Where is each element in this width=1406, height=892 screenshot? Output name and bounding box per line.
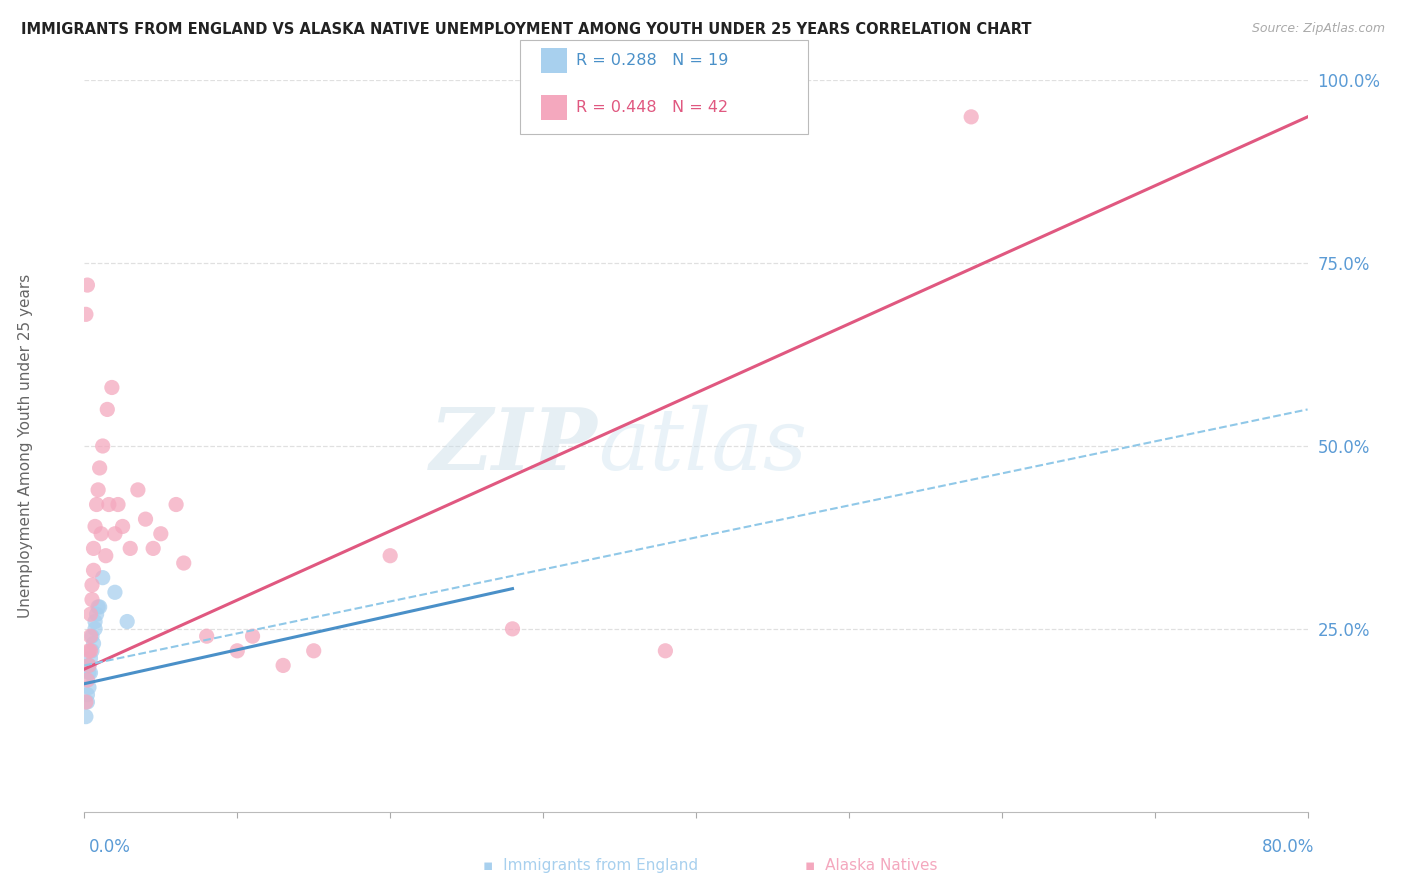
Point	[80, 578, 103, 592]
Point	[271, 658, 294, 673]
Point	[87, 599, 110, 614]
Point	[79, 644, 101, 658]
Point	[242, 629, 264, 643]
Point	[89, 599, 111, 614]
Point	[502, 622, 524, 636]
Point	[111, 519, 134, 533]
Point	[86, 498, 108, 512]
Point	[80, 592, 103, 607]
Point	[91, 571, 114, 585]
Point	[84, 615, 107, 629]
Point	[77, 644, 100, 658]
Point	[77, 681, 100, 695]
Point	[75, 695, 97, 709]
Point	[120, 541, 142, 556]
Point	[101, 380, 124, 394]
Point	[89, 461, 111, 475]
Point	[77, 658, 100, 673]
Point	[83, 563, 105, 577]
Point	[83, 541, 105, 556]
Point	[135, 512, 157, 526]
Point	[87, 483, 110, 497]
Point	[226, 644, 249, 658]
Text: ▪  Immigrants from England: ▪ Immigrants from England	[482, 858, 699, 872]
Point	[94, 549, 117, 563]
Point	[84, 622, 107, 636]
Point	[127, 483, 149, 497]
Text: atlas: atlas	[598, 405, 807, 487]
Text: Unemployment Among Youth under 25 years: Unemployment Among Youth under 25 years	[18, 274, 34, 618]
Point	[76, 688, 98, 702]
Point	[97, 498, 120, 512]
Text: ZIP: ZIP	[430, 404, 598, 488]
Text: ▪  Alaska Natives: ▪ Alaska Natives	[806, 858, 938, 872]
Point	[165, 498, 187, 512]
Point	[302, 644, 325, 658]
Point	[90, 526, 112, 541]
Point	[173, 556, 195, 570]
Point	[77, 665, 100, 680]
Point	[79, 665, 101, 680]
Point	[104, 585, 127, 599]
Point	[80, 629, 103, 643]
Point	[104, 526, 127, 541]
Text: IMMIGRANTS FROM ENGLAND VS ALASKA NATIVE UNEMPLOYMENT AMONG YOUTH UNDER 25 YEARS: IMMIGRANTS FROM ENGLAND VS ALASKA NATIVE…	[21, 22, 1032, 37]
Point	[86, 607, 108, 622]
Point	[76, 695, 98, 709]
Point	[96, 402, 118, 417]
Text: R = 0.448   N = 42: R = 0.448 N = 42	[576, 101, 728, 115]
Point	[83, 636, 105, 650]
Point	[76, 673, 98, 687]
Point	[84, 519, 107, 533]
Point	[107, 498, 129, 512]
Point	[142, 541, 165, 556]
Point	[75, 307, 97, 321]
Text: 80.0%: 80.0%	[1263, 838, 1315, 855]
Point	[115, 615, 138, 629]
Point	[77, 658, 100, 673]
Text: 0.0%: 0.0%	[89, 838, 131, 855]
Point	[76, 278, 98, 293]
Point	[149, 526, 172, 541]
Text: Source: ZipAtlas.com: Source: ZipAtlas.com	[1251, 22, 1385, 36]
Point	[75, 709, 97, 723]
Point	[91, 439, 114, 453]
Point	[960, 110, 983, 124]
Text: R = 0.288   N = 19: R = 0.288 N = 19	[576, 54, 728, 68]
Point	[654, 644, 676, 658]
Point	[80, 644, 103, 658]
Point	[79, 607, 101, 622]
Point	[79, 629, 101, 643]
Point	[195, 629, 218, 643]
Point	[79, 651, 101, 665]
Point	[380, 549, 402, 563]
